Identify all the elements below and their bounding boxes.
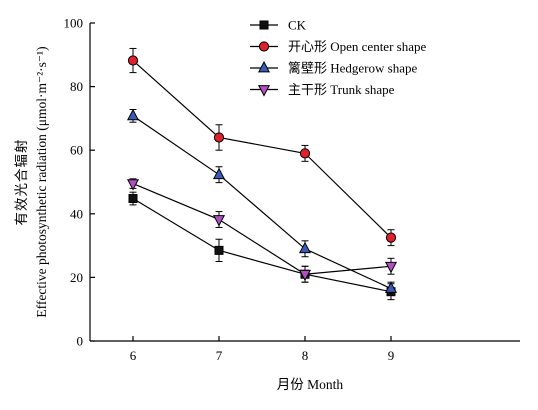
data-point: [298, 241, 312, 254]
y-tick-label: 40: [70, 206, 83, 221]
y-tick-label: 100: [64, 16, 84, 31]
data-point: [212, 215, 226, 227]
data-point: [299, 148, 311, 159]
series-line: [132, 60, 392, 239]
legend-marker: [258, 41, 270, 52]
x-axis-title: 月份 Month: [277, 377, 344, 392]
data-point: [126, 179, 140, 191]
legend-marker: [257, 85, 271, 97]
x-tick-label: 6: [130, 348, 137, 363]
data-point: [127, 55, 139, 66]
data-point: [384, 261, 398, 274]
data-point: [385, 232, 397, 243]
legend-marker: [257, 60, 271, 73]
y-tick-label: 80: [70, 79, 83, 94]
y-tick-label: 60: [70, 143, 83, 158]
data-point: [384, 281, 398, 293]
legend-label: 篱壁形 Hedgerow shape: [288, 61, 417, 76]
x-tick-label: 9: [388, 348, 395, 363]
x-tick-label: 8: [302, 348, 309, 363]
y-tick-label: 20: [70, 270, 83, 285]
y-tick-label: 0: [77, 334, 84, 349]
y-axis-title-cn: 有效光合辐射: [14, 139, 29, 226]
data-point: [126, 108, 140, 121]
legend-label: 主干形 Trunk shape: [288, 82, 395, 97]
data-point: [212, 167, 226, 180]
legend-marker: [259, 20, 269, 30]
data-point: [298, 269, 312, 282]
legend-label: 开心形 Open center shape: [288, 39, 426, 54]
data-point: [214, 245, 224, 255]
series-line: [132, 183, 392, 275]
data-point: [128, 194, 138, 204]
data-point: [213, 132, 225, 143]
legend-label: CK: [288, 18, 307, 33]
x-tick-label: 7: [216, 348, 223, 363]
series-line: [132, 198, 392, 293]
series-line: [132, 115, 392, 290]
y-axis-title-en: Effective photosynthetic radiation (μmol…: [34, 46, 49, 317]
